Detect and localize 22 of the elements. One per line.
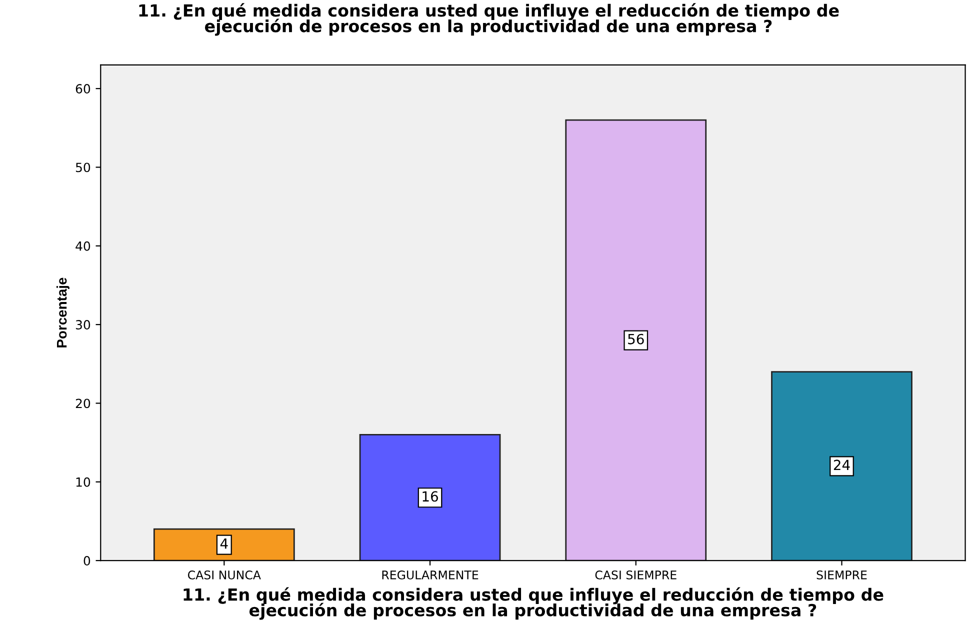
y-tick-label: 30 <box>76 320 90 330</box>
data-label: 4 <box>220 538 228 549</box>
x-tick-label: CASI SIEMPRE <box>595 570 676 580</box>
bar <box>359 434 501 561</box>
x-axis-title: 11. ¿En qué medida considera usted que influye el reducción de tiempo de ejecución de procesos en la productividad de una empresa ? <box>184 587 884 620</box>
x-tick-label: SIEMPRE <box>816 570 867 580</box>
y-tick-label: 60 <box>76 84 90 94</box>
y-axis-title: Porcentaje <box>56 278 70 348</box>
x-tick-label: REGULARMENTE <box>382 570 478 580</box>
bar <box>153 528 295 561</box>
bar <box>771 371 912 561</box>
chart-title: 11. ¿En qué medida considera usted que influye el reducción de tiempo de ejecución de procesos en la productividad de una empresa ? <box>139 3 839 36</box>
y-tick-label: 20 <box>76 398 90 408</box>
bar <box>565 119 707 561</box>
y-tick-label: 10 <box>76 477 90 487</box>
data-label: 56 <box>628 334 644 344</box>
y-tick-label: 50 <box>76 162 90 172</box>
data-label: 24 <box>834 460 850 470</box>
y-tick-label: 0 <box>84 556 90 566</box>
data-label: 16 <box>422 491 438 502</box>
x-tick-label: CASI NUNCA <box>188 570 261 580</box>
y-tick-label: 40 <box>76 241 90 251</box>
